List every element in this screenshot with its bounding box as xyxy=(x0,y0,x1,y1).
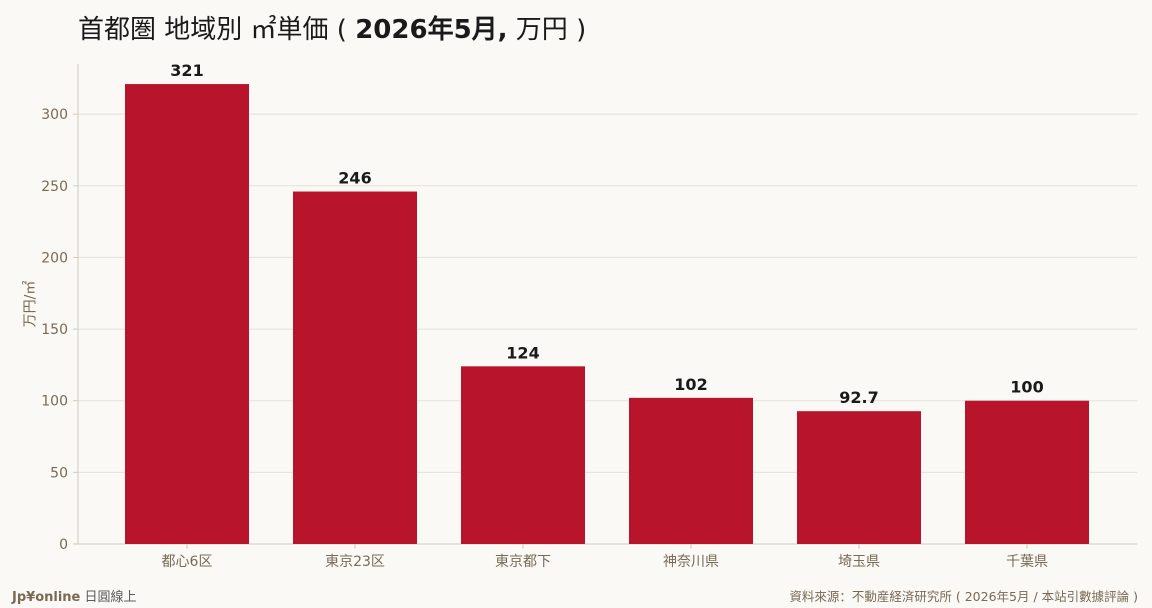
brand-credit: Jp¥online 日圓線上 xyxy=(12,586,137,605)
brand-subtitle: 日圓線上 xyxy=(84,590,137,605)
y-tick-label: 100 xyxy=(41,394,68,410)
bar-value-label: 100 xyxy=(1010,378,1043,397)
x-tick-label: 都心6区 xyxy=(162,554,213,570)
bar xyxy=(125,84,249,545)
x-tick-label: 東京都下 xyxy=(495,554,551,570)
bar-value-label: 321 xyxy=(170,61,203,80)
y-tick-label: 50 xyxy=(50,465,68,481)
y-tick-label: 0 xyxy=(59,537,68,553)
bar xyxy=(965,400,1089,544)
source-note: 資料來源：不動産経済研究所 ( 2026年5月 / 本站引數據評論 ) xyxy=(789,589,1138,604)
x-tick-label: 埼玉県 xyxy=(838,554,880,570)
bar-value-label: 102 xyxy=(674,375,707,394)
brand-name: Jp¥online xyxy=(12,590,81,605)
y-tick-label: 200 xyxy=(41,250,68,266)
y-tick-label: 250 xyxy=(41,179,68,195)
bar xyxy=(293,191,417,544)
bar xyxy=(629,397,753,544)
bar xyxy=(461,366,585,544)
y-tick-label: 150 xyxy=(41,322,68,338)
bar-value-label: 246 xyxy=(338,169,371,188)
chart-title: 首都圏 地域別 ㎡単価 ( 2026年5月, 万円 ) xyxy=(78,15,587,45)
bar-value-label: 92.7 xyxy=(839,388,878,407)
bar xyxy=(797,411,921,544)
x-tick-label: 千葉県 xyxy=(1006,554,1048,570)
bar-value-label: 124 xyxy=(506,343,539,362)
x-tick-label: 東京23区 xyxy=(325,554,385,570)
x-tick-label: 神奈川県 xyxy=(663,554,719,570)
y-tick-label: 300 xyxy=(41,107,68,123)
